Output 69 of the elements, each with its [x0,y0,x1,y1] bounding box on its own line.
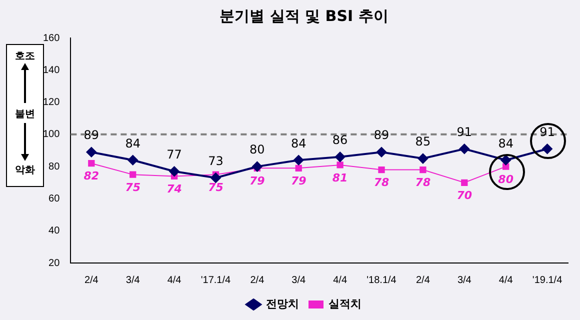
data-label: 70 [456,189,472,202]
point [294,155,304,166]
point [210,172,221,183]
text: 불변 [14,108,36,121]
point [376,147,387,158]
x-tick-label: 4/4 [333,274,348,286]
data-label: 75 [208,180,224,194]
data-label: 80 [498,172,514,186]
data-label: 77 [166,148,182,162]
x-tick-label: 4/4 [498,274,514,286]
data-label: 81 [332,171,348,184]
point [502,163,510,170]
data-label: 79 [290,174,307,188]
y-tick-label: 80 [48,161,60,172]
y-tick-label: 160 [42,32,60,44]
x-tick-label: 3/4 [457,274,472,286]
point [420,166,426,174]
point [335,152,346,162]
data-label: 84 [498,136,514,150]
x-tick-label: 3/4 [126,274,140,286]
data-label: 91 [456,125,472,140]
data-label: 85 [415,134,431,149]
text: 악화 [14,164,36,177]
point [542,144,552,154]
point [418,154,428,164]
y-tick-label: 20 [48,258,60,269]
data-label: 75 [125,180,141,194]
y-tick-label: 140 [42,64,60,76]
text: 호조 [14,50,36,63]
y-tick-label: 40 [48,226,60,237]
y-tick-label: 100 [42,129,60,140]
point [500,155,511,166]
y-tick-label: 120 [42,97,60,108]
data-label: 84 [290,136,306,150]
y-tick-label: 60 [48,193,60,204]
x-tick-label: 2/4 [416,274,430,286]
data-label: 80 [250,142,265,157]
x-tick-label: '17.1/4 [200,274,232,286]
data-label: 78 [374,176,390,190]
x-tick-label: 2/4 [84,274,99,286]
point [459,144,470,154]
chart-title: 분기별 실적 및 BSI 추이 [220,6,388,25]
data-label: 79 [250,174,266,188]
point [86,147,96,158]
point [130,171,136,178]
point [378,166,385,174]
data-label: 73 [208,154,224,168]
x-tick-label: 3/4 [292,274,306,286]
x-tick-label: '19.1/4 [532,274,563,286]
data-label: 91 [540,125,555,140]
data-label: 82 [84,170,100,183]
legend-label: 실적치 [328,298,362,311]
point [88,160,95,167]
point [295,164,302,172]
data-label: 89 [84,128,100,142]
legend-label: 전망치 [266,298,299,311]
data-label: 84 [125,136,140,150]
point [128,155,138,166]
point [336,162,344,168]
data-label: 78 [415,176,431,190]
x-tick-label: '18.1/4 [366,274,397,286]
data-label: 89 [374,128,390,142]
x-tick-label: 2/4 [250,274,265,286]
point [461,179,468,186]
point [252,162,262,172]
data-label: 86 [332,133,348,148]
x-tick-label: 4/4 [167,274,182,286]
data-label: 74 [166,182,182,196]
point [169,166,180,176]
